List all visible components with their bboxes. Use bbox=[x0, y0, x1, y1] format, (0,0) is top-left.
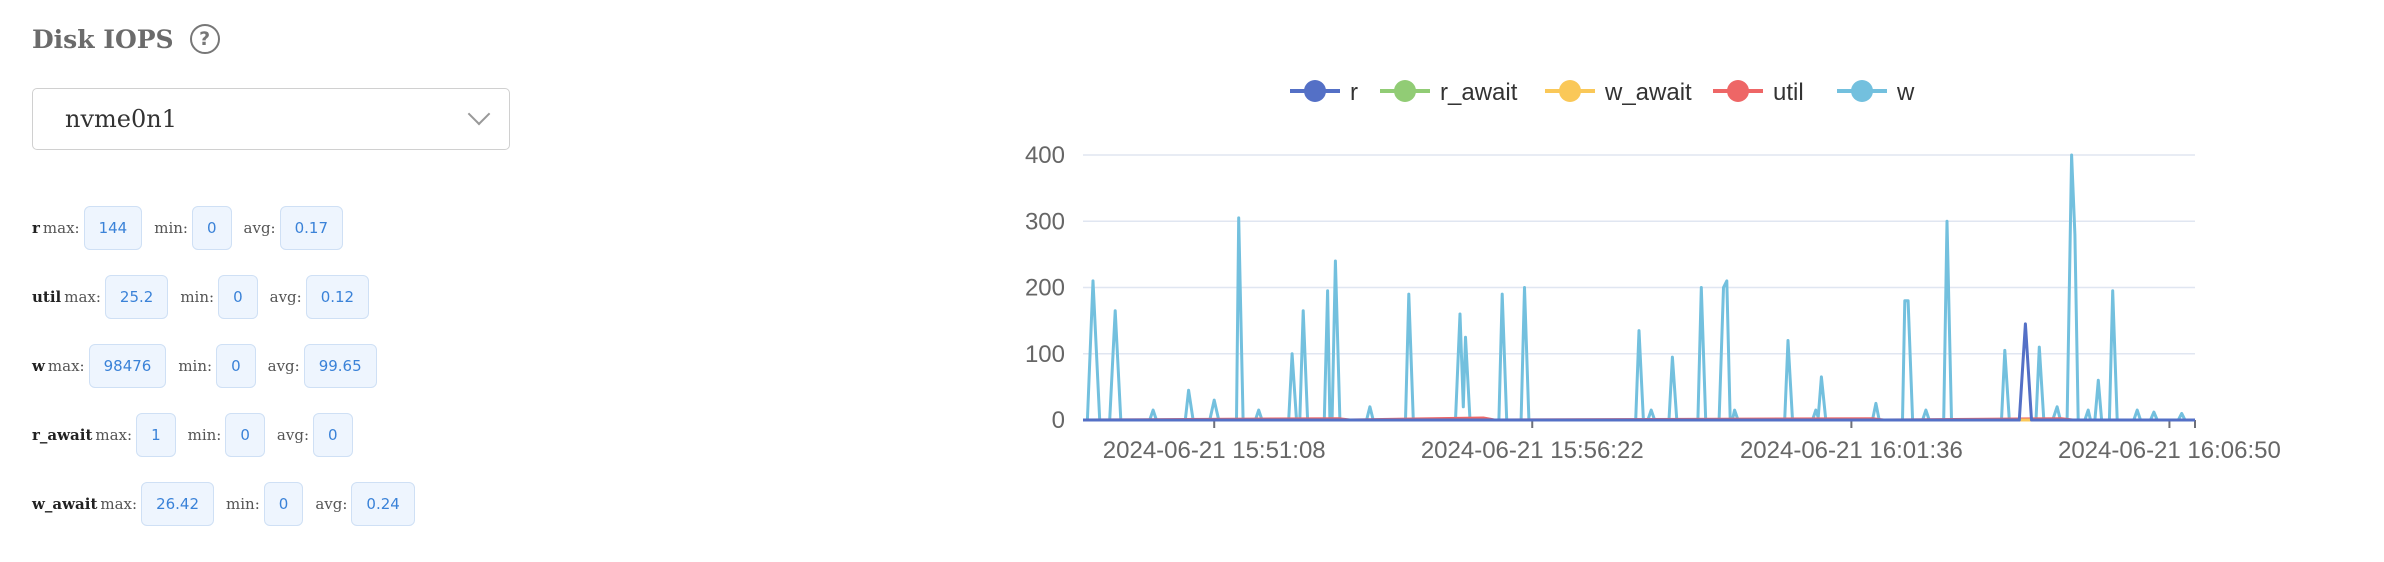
x-tick-label: 2024-06-21 15:56:22 bbox=[1421, 437, 1644, 464]
min-value: 0 bbox=[191, 206, 232, 250]
stat-name: util bbox=[32, 288, 62, 306]
series-line-r bbox=[1083, 322, 2195, 422]
legend-marker-r bbox=[1304, 80, 1326, 102]
min-value: 0 bbox=[225, 413, 265, 457]
min-label: min: bbox=[178, 357, 213, 375]
max-value: 1 bbox=[136, 413, 176, 457]
stat-row-w-await: w_await max: 26.42 min: 0 avg: 0.24 bbox=[32, 481, 427, 527]
y-tick-label: 100 bbox=[1025, 341, 1065, 368]
series-line-w bbox=[1083, 153, 2195, 422]
legend-marker-r-await bbox=[1394, 80, 1416, 102]
device-select[interactable]: nvme0n1 bbox=[32, 88, 510, 150]
stat-row-util: util max: 25.2 min: 0 avg: 0.12 bbox=[32, 274, 427, 320]
y-tick-label: 0 bbox=[1052, 407, 1065, 434]
y-tick-label: 300 bbox=[1025, 208, 1065, 235]
max-value: 144 bbox=[83, 206, 143, 250]
max-value: 26.42 bbox=[141, 482, 215, 526]
min-label: min: bbox=[226, 495, 260, 513]
min-label: min: bbox=[187, 426, 222, 444]
min-value: 0 bbox=[216, 344, 256, 388]
stat-name: r bbox=[32, 219, 40, 237]
legend-marker-w-await bbox=[1559, 80, 1581, 102]
x-tick-label: 2024-06-21 15:51:08 bbox=[1103, 437, 1326, 464]
min-label: min: bbox=[180, 288, 215, 306]
avg-label: avg: bbox=[267, 357, 300, 375]
avg-label: avg: bbox=[269, 288, 302, 306]
avg-value: 99.65 bbox=[303, 344, 377, 388]
legend-label-w: w bbox=[1896, 79, 1915, 106]
legend-marker-util bbox=[1727, 80, 1749, 102]
avg-value: 0.24 bbox=[351, 482, 415, 526]
avg-label: avg: bbox=[315, 495, 348, 513]
legend-marker-w bbox=[1851, 80, 1873, 102]
legend-label-w-await: w_await bbox=[1604, 79, 1692, 106]
legend-label-r-await: r_await bbox=[1440, 79, 1518, 106]
stat-row-w: w max: 98476 min: 0 avg: 99.65 bbox=[32, 343, 427, 389]
x-tick-label: 2024-06-21 16:06:50 bbox=[2058, 437, 2281, 464]
legend-label-util: util bbox=[1773, 79, 1804, 106]
title-text: Disk IOPS bbox=[32, 24, 174, 54]
avg-value: 0.12 bbox=[305, 275, 370, 319]
max-value: 98476 bbox=[88, 344, 167, 388]
device-select-value: nvme0n1 bbox=[65, 105, 177, 133]
avg-label: avg: bbox=[276, 426, 309, 444]
legend-label-r: r bbox=[1350, 79, 1358, 106]
y-tick-label: 400 bbox=[1025, 142, 1065, 169]
avg-value: 0.17 bbox=[279, 206, 344, 250]
min-value: 0 bbox=[263, 482, 304, 526]
max-value: 25.2 bbox=[104, 275, 169, 319]
avg-value: 0 bbox=[313, 413, 353, 457]
min-label: min: bbox=[154, 219, 188, 237]
max-label: max: bbox=[42, 219, 80, 237]
stat-row-r: r max: 144 min: 0 avg: 0.17 bbox=[32, 205, 427, 251]
stats-panel: r max: 144 min: 0 avg: 0.17 util max: 25… bbox=[32, 205, 427, 550]
avg-label: avg: bbox=[243, 219, 276, 237]
stat-name: w bbox=[32, 357, 45, 375]
stat-name: r_await bbox=[32, 426, 93, 444]
max-label: max: bbox=[100, 495, 138, 513]
min-value: 0 bbox=[218, 275, 258, 319]
help-icon[interactable]: ? bbox=[189, 24, 220, 54]
max-label: max: bbox=[95, 426, 133, 444]
stat-row-r-await: r_await max: 1 min: 0 avg: 0 bbox=[32, 412, 427, 458]
stat-name: w_await bbox=[32, 495, 98, 513]
max-label: max: bbox=[47, 357, 85, 375]
x-tick-label: 2024-06-21 16:01:36 bbox=[1740, 437, 1963, 464]
y-tick-label: 200 bbox=[1025, 275, 1065, 302]
page-title: Disk IOPS ? bbox=[32, 24, 220, 54]
max-label: max: bbox=[64, 288, 101, 306]
